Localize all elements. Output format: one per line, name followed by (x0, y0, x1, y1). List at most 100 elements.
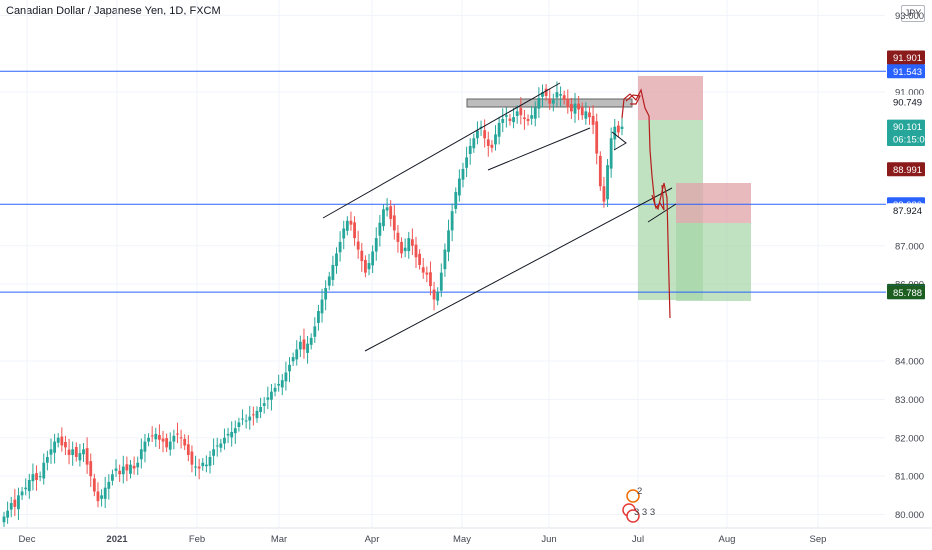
candle-body (317, 311, 320, 323)
candle-body (158, 435, 161, 440)
candle-body (598, 155, 602, 187)
candle-body (190, 451, 194, 465)
candle-body (602, 186, 606, 202)
candle-body (454, 192, 458, 209)
candle-body (125, 464, 129, 471)
candle-body (345, 220, 349, 231)
candle-body (559, 94, 562, 96)
candle-body (78, 453, 82, 461)
price-badge-label: 90.749 (893, 97, 922, 108)
candle-body (35, 473, 38, 480)
candle-body (309, 337, 313, 345)
candles (2, 81, 624, 527)
candle-body (13, 499, 17, 507)
y-tick-label: 93.000 (895, 11, 924, 22)
candle-body (414, 244, 418, 258)
x-tick-label: Dec (19, 534, 36, 545)
candle-body (67, 449, 71, 456)
candle-body (494, 134, 497, 145)
candle-body (457, 178, 461, 196)
candle-body (60, 436, 64, 446)
candle-body (584, 111, 588, 119)
candle-body (6, 510, 10, 518)
candle-body (179, 437, 183, 439)
candle-body (118, 470, 122, 475)
candle-body (356, 241, 360, 250)
candle-body (407, 238, 411, 252)
candle-body (562, 95, 566, 100)
x-tick-label: Jun (541, 534, 556, 545)
candle-body (49, 449, 53, 455)
candle-body (233, 428, 237, 434)
candle-body (306, 343, 309, 353)
candle-body (262, 403, 266, 406)
candle-body (121, 466, 125, 475)
candle-body (147, 437, 150, 442)
candle-body (443, 249, 447, 270)
candle-body (461, 168, 465, 180)
event-markers[interactable]: 2 3 3 3 (622, 486, 655, 523)
candle-body (573, 103, 577, 114)
candle-body (255, 410, 259, 419)
candle-body (288, 364, 291, 372)
x-tick-label: Feb (189, 534, 205, 545)
candle-body (251, 414, 255, 416)
candle-body (421, 267, 425, 273)
candle-body (465, 157, 468, 168)
y-tick-label: 87.000 (895, 241, 924, 252)
channel-lines[interactable] (322, 82, 677, 352)
candle-body (194, 466, 197, 468)
candle-body (165, 438, 169, 448)
candle-body (530, 115, 534, 119)
loss-zone-2[interactable] (676, 183, 751, 223)
candle-body (533, 107, 537, 119)
candle-body (42, 462, 46, 479)
candle-body (400, 241, 403, 254)
candle-body (577, 103, 581, 110)
candle-body (367, 263, 371, 270)
candle-body (360, 250, 364, 262)
candle-body (472, 138, 476, 149)
candle-body (338, 241, 342, 253)
candle-body (403, 247, 407, 252)
candle-body (208, 456, 212, 466)
candle-body (38, 476, 42, 478)
candle-body (259, 407, 262, 413)
candle-body (548, 98, 552, 104)
candle-body (277, 384, 281, 386)
candle-body (353, 222, 356, 239)
candle-body (226, 433, 230, 436)
time-axis[interactable]: Dec 2021 Feb Mar Apr May Jun Jul Aug Sep (19, 534, 827, 545)
candle-body (96, 491, 100, 502)
candle-body (396, 232, 400, 242)
currency-button[interactable]: JPY (901, 5, 925, 22)
candle-body (523, 117, 526, 120)
candle-body (551, 99, 555, 104)
pennant-drawing[interactable] (611, 131, 627, 151)
candle-body (100, 495, 103, 499)
price-badge-label: 87.924 (893, 206, 922, 217)
price-axis[interactable]: 93.00091.00087.00086.00084.00083.00082.0… (895, 11, 924, 521)
candle-body (432, 289, 436, 300)
svg-text:2: 2 (637, 486, 642, 497)
candle-body (230, 432, 234, 438)
candle-body (161, 438, 165, 442)
candle-body (439, 272, 443, 291)
candle-body (616, 125, 620, 133)
loss-zone-1[interactable] (638, 76, 703, 120)
candle-body (270, 391, 273, 400)
projection-drawing[interactable] (621, 88, 671, 319)
candle-body (2, 516, 6, 523)
candle-body (490, 144, 494, 148)
candle-body (580, 107, 584, 116)
candle-body (53, 441, 56, 453)
candle-body (273, 387, 277, 392)
price-badge-label: 06:15:04 (893, 135, 930, 146)
candle-body (385, 207, 389, 211)
candle-body (114, 468, 118, 471)
profit-zone-2[interactable] (676, 223, 751, 301)
x-tick-label: Apr (365, 534, 380, 545)
x-tick-label: May (453, 534, 471, 545)
candle-body (555, 92, 559, 98)
